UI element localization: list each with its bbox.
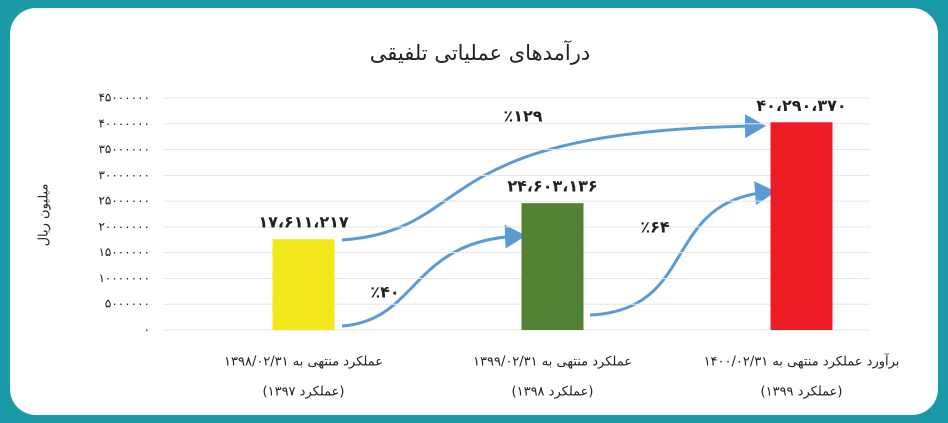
x-tick-label: عملکرد منتهی به ۱۳۹۸/۰۲/۳۱	[224, 355, 383, 370]
y-tick-label: ۲۵۰۰۰۰۰۰	[98, 194, 150, 208]
y-tick-label: ۲۰۰۰۰۰۰۰	[98, 219, 150, 233]
arrow	[341, 224, 526, 328]
y-tick-label: ۱۰۰۰۰۰۰۰	[98, 271, 150, 285]
chart-title: درآمدهای عملیاتی تلفیقی	[370, 40, 590, 65]
y-tick-label: ۴۰۰۰۰۰۰۰	[98, 116, 150, 130]
y-tick-label: ۰	[144, 323, 150, 337]
annotation: ٪۱۲۹	[503, 107, 542, 126]
arrow	[589, 181, 776, 317]
y-axis-label: میلیون ریال	[37, 184, 52, 247]
arrow	[341, 114, 766, 242]
y-tick-label: ۴۵۰۰۰۰۰۰	[98, 91, 150, 105]
x-tick-note: (عملکرد ۱۳۹۸)	[512, 385, 594, 400]
data-label: ۴۰،۲۹۰،۳۷۰	[756, 96, 846, 115]
x-tick-note: (عملکرد ۱۳۹۷)	[263, 385, 345, 400]
x-tick-note: (عملکرد ۱۳۹۹)	[761, 385, 843, 400]
x-tick-label: عملکرد منتهی به ۱۳۹۹/۰۲/۳۱	[473, 355, 632, 370]
y-tick-label: ۱۵۰۰۰۰۰۰	[98, 245, 150, 259]
panel	[10, 8, 938, 415]
y-tick-label: ۵۰۰۰۰۰۰	[105, 297, 150, 311]
y-tick-label: ۳۰۰۰۰۰۰۰	[98, 168, 150, 182]
bar	[770, 122, 833, 330]
bar	[272, 239, 335, 330]
x-tick-label: برآورد عملکرد منتهی به ۱۴۰۰/۰۲/۳۱	[704, 353, 900, 370]
data-label: ۱۷،۶۱۱،۲۱۷	[258, 213, 349, 232]
annotation: ٪۶۴	[640, 218, 670, 237]
annotation: ٪۴۰	[370, 283, 399, 302]
bar	[521, 203, 584, 330]
y-tick-label: ۳۵۰۰۰۰۰۰	[98, 142, 150, 156]
data-label: ۲۴،۶۰۳،۱۳۶	[507, 177, 597, 196]
